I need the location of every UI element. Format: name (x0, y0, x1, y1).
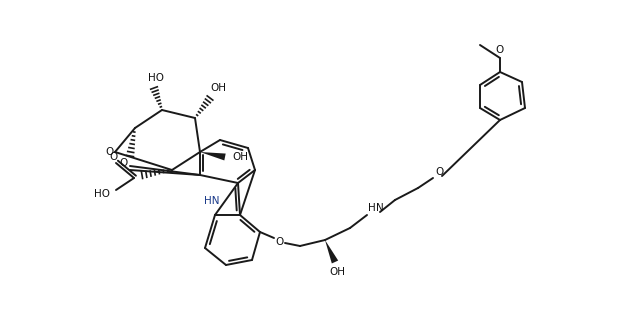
Polygon shape (325, 240, 338, 263)
Text: H: H (368, 203, 376, 213)
Text: O: O (120, 158, 128, 168)
Text: HN: HN (204, 196, 219, 206)
Text: O: O (276, 237, 284, 247)
Text: O: O (105, 147, 113, 157)
Text: OH: OH (232, 152, 248, 162)
Text: HO: HO (148, 73, 164, 83)
Text: HO: HO (94, 189, 110, 199)
Text: OH: OH (329, 267, 345, 277)
Text: O: O (110, 152, 118, 162)
Text: N: N (376, 203, 384, 213)
Text: O: O (435, 167, 443, 177)
Text: OH: OH (210, 83, 226, 93)
Polygon shape (200, 152, 226, 160)
Text: O: O (496, 45, 504, 55)
